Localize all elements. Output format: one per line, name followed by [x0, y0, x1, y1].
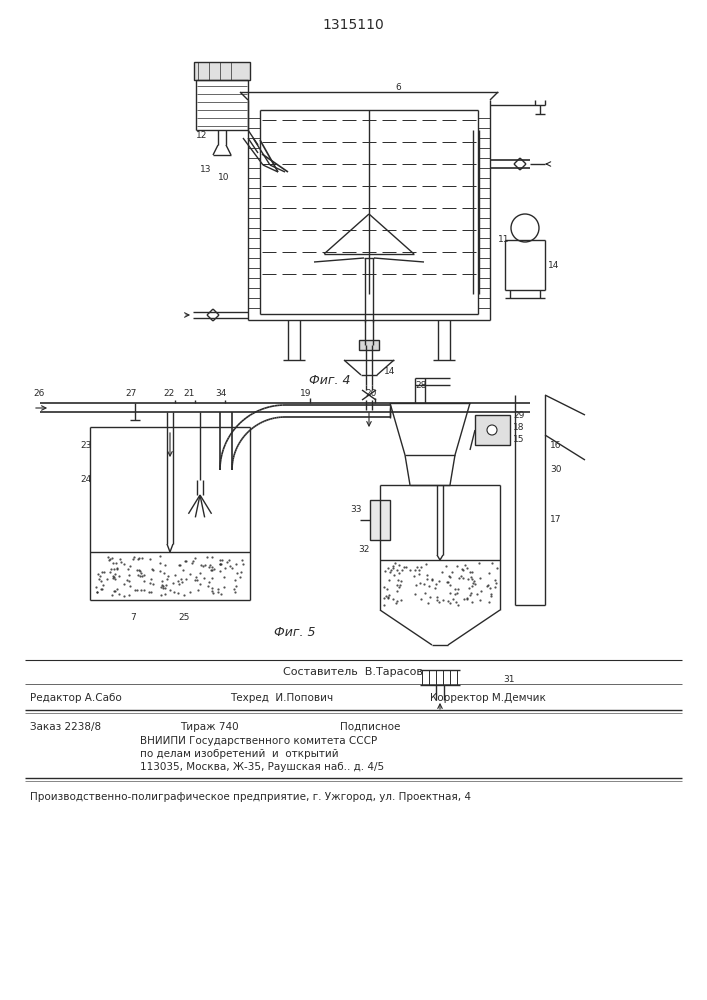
Text: 113035, Москва, Ж-35, Раушская наб.. д. 4/5: 113035, Москва, Ж-35, Раушская наб.. д. … — [140, 762, 384, 772]
Text: 14: 14 — [384, 367, 395, 376]
Bar — [194, 62, 250, 80]
Text: 12: 12 — [196, 130, 207, 139]
Text: 33: 33 — [350, 506, 361, 514]
Text: 16: 16 — [550, 440, 561, 450]
Text: 21: 21 — [183, 388, 194, 397]
Text: по делам изобретений  и  открытий: по делам изобретений и открытий — [140, 749, 339, 759]
Text: 24: 24 — [80, 476, 91, 485]
Text: Корректор М.Демчик: Корректор М.Демчик — [430, 693, 546, 703]
Text: 6: 6 — [395, 84, 401, 93]
Bar — [359, 340, 379, 350]
Text: 17: 17 — [550, 516, 561, 524]
Text: 10: 10 — [218, 174, 230, 182]
Text: 19: 19 — [300, 388, 312, 397]
Text: ВНИИПИ Государственного комитета СССР: ВНИИПИ Государственного комитета СССР — [140, 736, 378, 746]
Text: 27: 27 — [125, 388, 136, 397]
Text: Производственно-полиграфическое предприятие, г. Ужгород, ул. Проектная, 4: Производственно-полиграфическое предприя… — [30, 792, 471, 802]
Text: Подписное: Подписное — [340, 722, 400, 732]
Bar — [475, 415, 510, 445]
Text: Составитель  В.Тарасов: Составитель В.Тарасов — [283, 667, 423, 677]
Text: 18: 18 — [513, 422, 525, 432]
Text: 28: 28 — [415, 380, 426, 389]
Text: 31: 31 — [503, 676, 515, 684]
Text: 26: 26 — [33, 388, 45, 397]
Bar — [370, 500, 390, 540]
Text: Редактор А.Сабо: Редактор А.Сабо — [30, 693, 122, 703]
Text: 34: 34 — [215, 388, 226, 397]
Text: 20: 20 — [365, 388, 376, 397]
Text: Тираж 740: Тираж 740 — [180, 722, 239, 732]
Text: 25: 25 — [178, 613, 189, 622]
Text: 23: 23 — [80, 440, 91, 450]
Text: 15: 15 — [513, 436, 525, 444]
Text: 29: 29 — [513, 410, 525, 420]
Text: Фиг. 4: Фиг. 4 — [309, 373, 351, 386]
Text: 7: 7 — [130, 613, 136, 622]
Text: 13: 13 — [200, 165, 211, 174]
Text: 30: 30 — [550, 466, 561, 475]
Text: 14: 14 — [548, 260, 559, 269]
Text: 22: 22 — [163, 388, 174, 397]
Circle shape — [487, 425, 497, 435]
Text: Фиг. 5: Фиг. 5 — [274, 626, 316, 639]
Text: Заказ 2238/8: Заказ 2238/8 — [30, 722, 101, 732]
Text: 32: 32 — [358, 546, 369, 554]
Text: 11: 11 — [498, 235, 510, 244]
Text: Техред  И.Попович: Техред И.Попович — [230, 693, 333, 703]
Text: 1315110: 1315110 — [322, 18, 384, 32]
